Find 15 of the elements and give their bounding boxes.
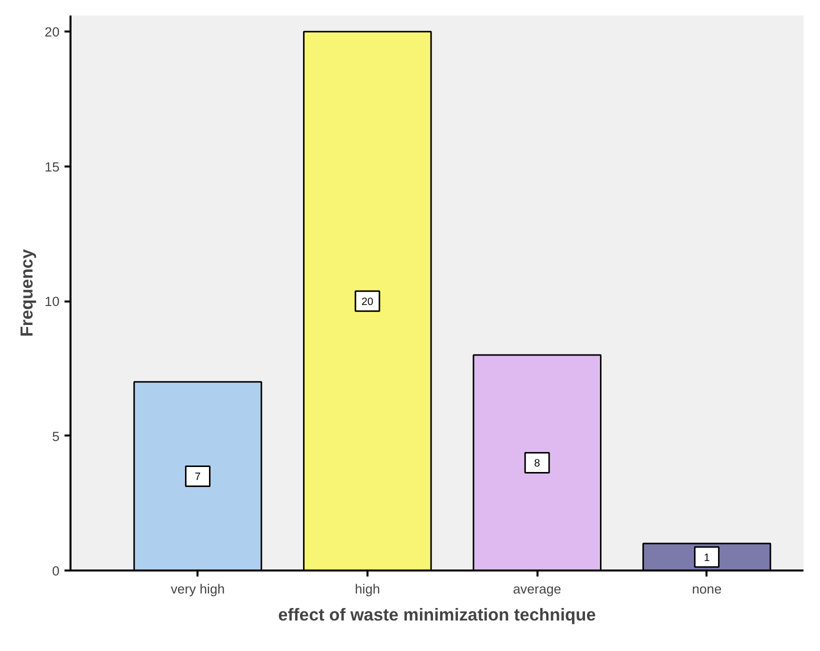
x-tick-label: none bbox=[692, 582, 722, 596]
data-label: 1 bbox=[704, 552, 710, 564]
y-tick-label: 5 bbox=[52, 428, 60, 444]
y-tick-label: 0 bbox=[52, 564, 60, 578]
x-tick-label: average bbox=[513, 582, 562, 596]
x-tick-label: very high bbox=[170, 582, 225, 596]
y-axis-title: Frequency bbox=[16, 248, 37, 337]
y-tick-label: 20 bbox=[44, 24, 60, 40]
data-label: 20 bbox=[362, 296, 374, 308]
data-label: 8 bbox=[534, 458, 540, 470]
y-tick-label: 15 bbox=[44, 159, 60, 174]
data-label: 7 bbox=[194, 471, 201, 484]
x-axis-title: effect of waste minimization technique bbox=[278, 604, 596, 624]
y-tick-label: 10 bbox=[44, 294, 60, 310]
x-tick-label: high bbox=[354, 582, 380, 596]
